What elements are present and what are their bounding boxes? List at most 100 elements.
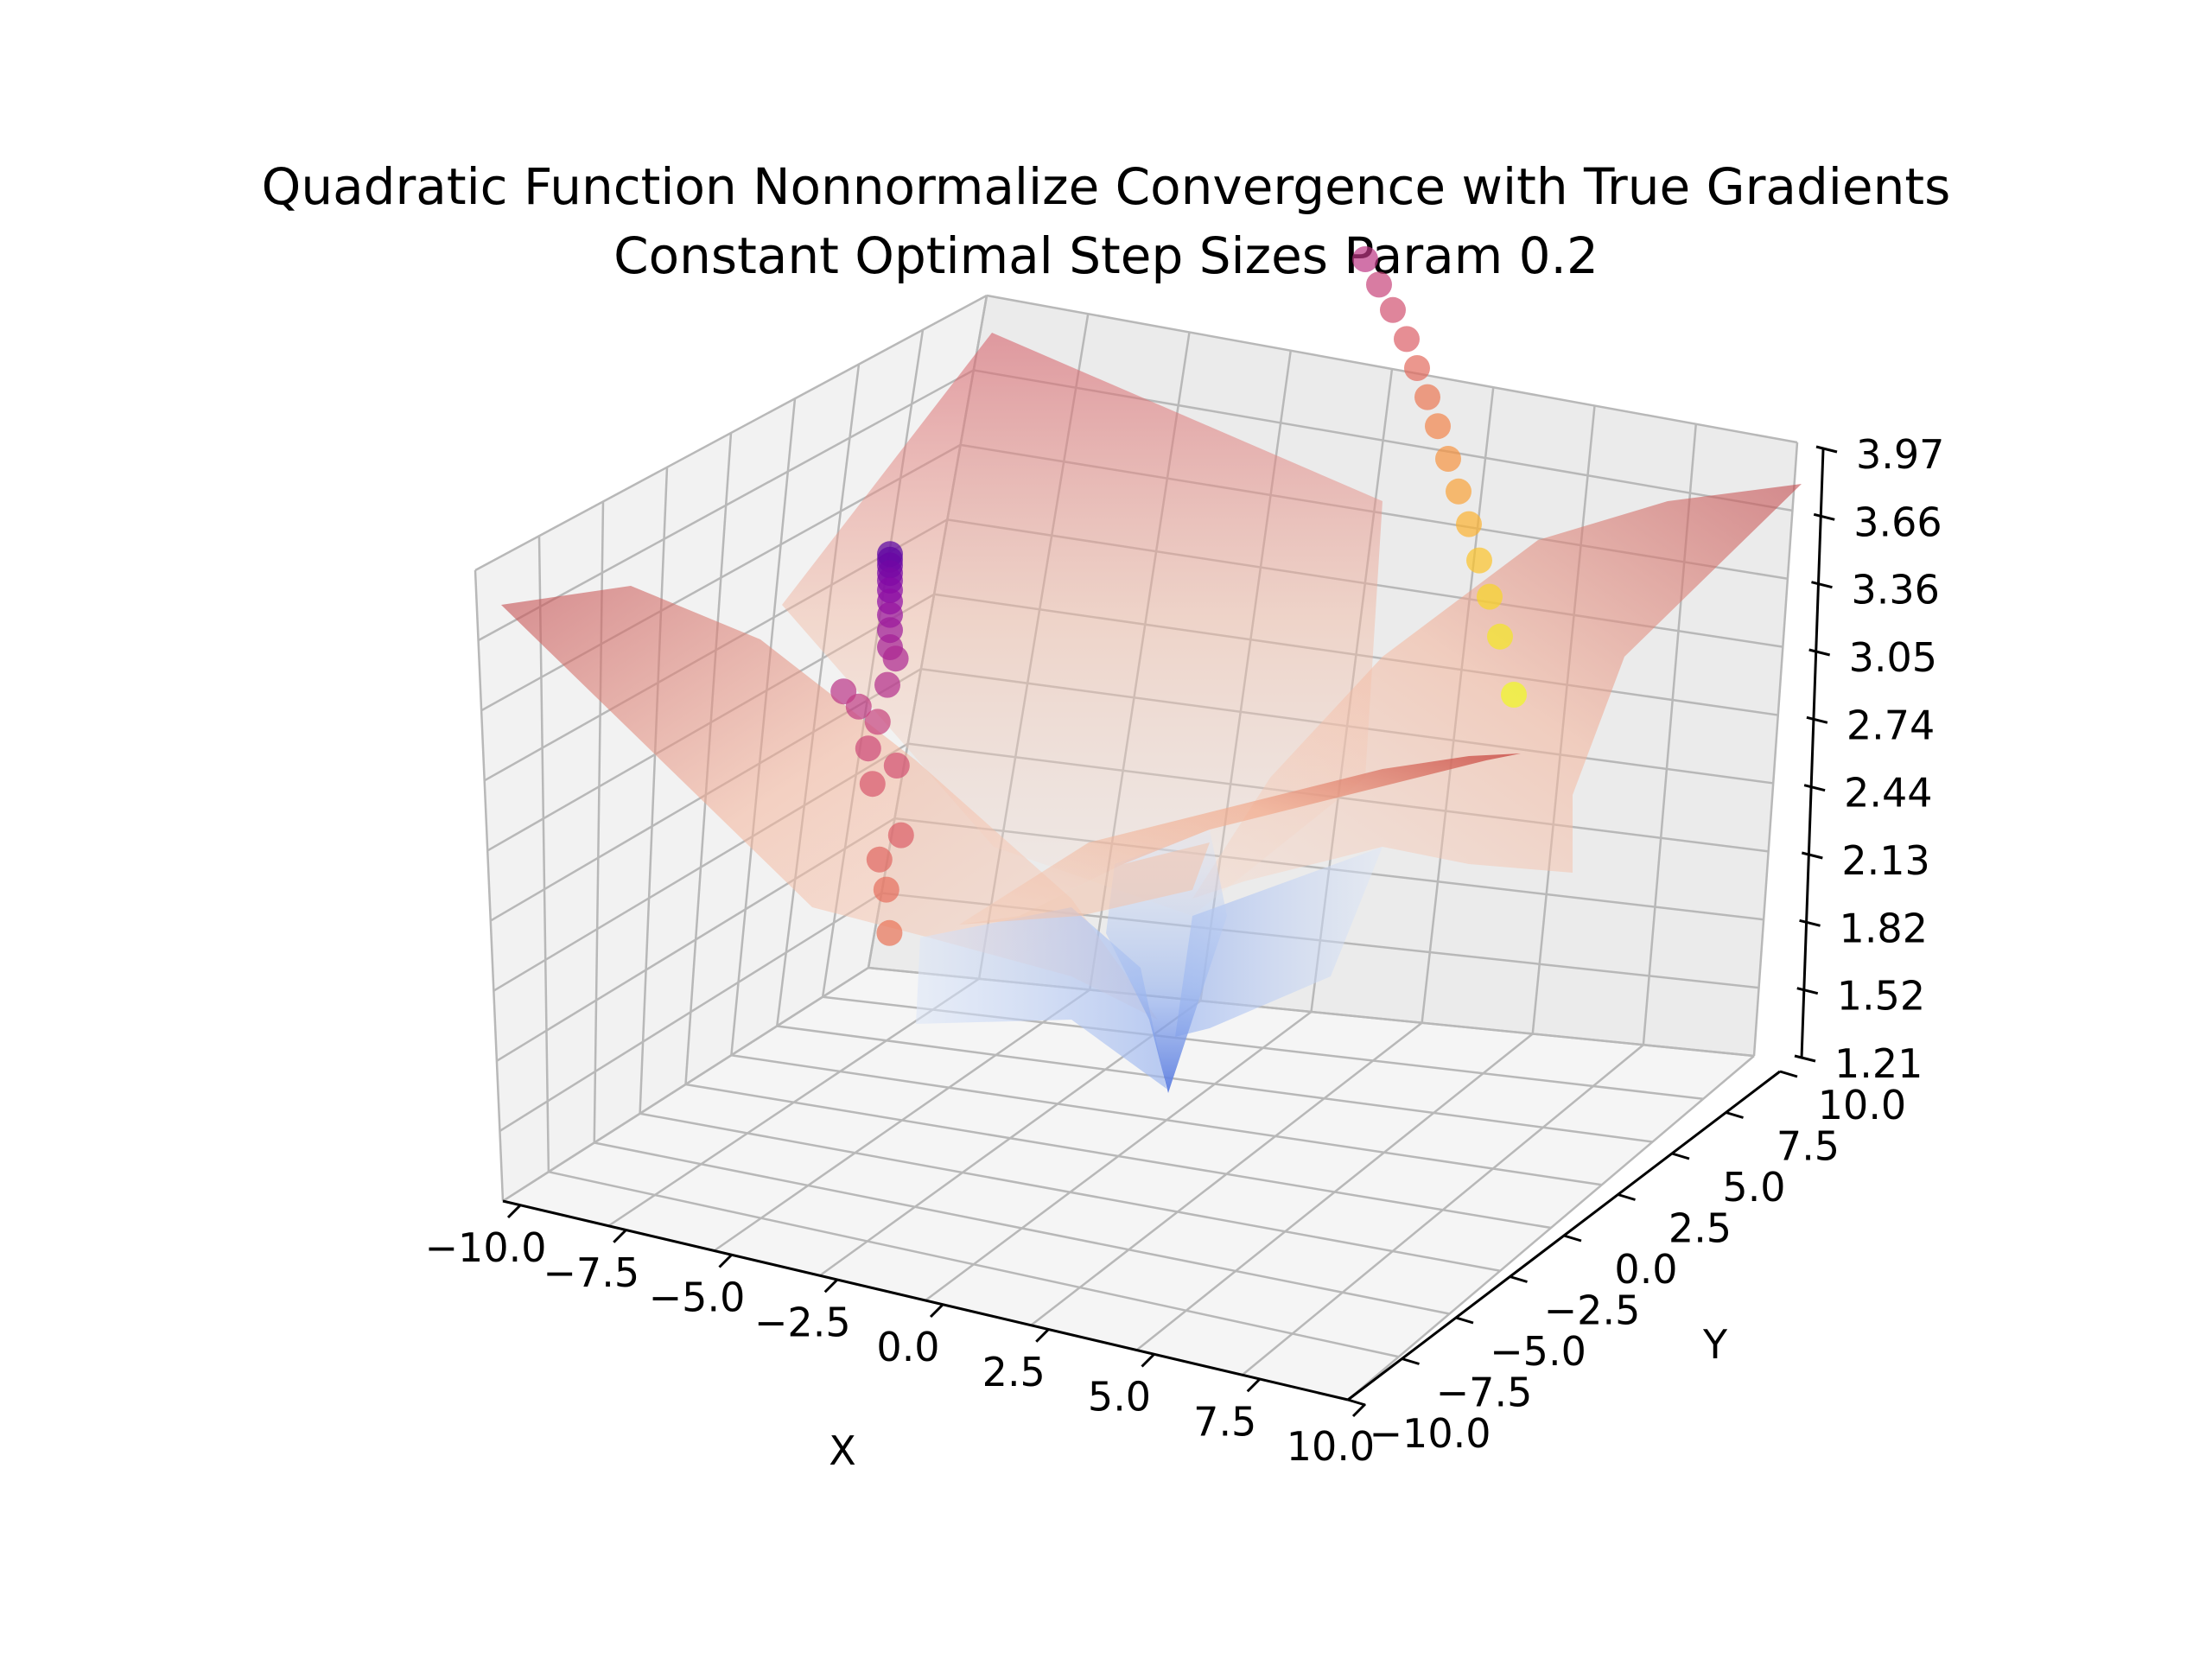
x-tick-label: 7.5 [1193, 1398, 1256, 1445]
trajectory-point [873, 876, 899, 903]
x-tick [1351, 1402, 1367, 1418]
trajectory-point [855, 735, 881, 762]
z-tick-label: 2.13 [1841, 837, 1929, 884]
trajectory-point [866, 846, 893, 873]
z-tick-label: 1.82 [1840, 905, 1928, 951]
chart-title-line-1: Quadratic Function Nonnormalize Converge… [262, 157, 1951, 216]
trajectory-point [1404, 355, 1430, 381]
x-axis-line [502, 1199, 1349, 1402]
y-tick [1402, 1357, 1420, 1365]
trajectory-point [1425, 413, 1451, 440]
trajectory-point [1487, 623, 1513, 650]
x-tick [613, 1229, 627, 1243]
left-pane-grid-line [474, 569, 505, 1202]
x-tick-label: −5.0 [649, 1274, 746, 1321]
surface-front-ridge-lower [959, 842, 1210, 925]
y-tick-label: 0.0 [1614, 1246, 1677, 1293]
y-tick [1726, 1111, 1744, 1119]
y-tick-label: −7.5 [1436, 1370, 1533, 1416]
z-tick [1806, 715, 1828, 724]
left-pane-z-grid-line [474, 294, 988, 572]
z-tick [1801, 851, 1823, 860]
trajectory-point [876, 919, 903, 946]
y-tick [1779, 1070, 1798, 1078]
trajectory-point [1466, 547, 1492, 574]
x-tick-label: 0.0 [876, 1324, 939, 1370]
y-tick-label: 5.0 [1722, 1164, 1785, 1211]
surface-back-wing [782, 333, 1382, 916]
z-tick-label: 2.74 [1847, 702, 1935, 748]
left-pane-z-grid-line [499, 892, 882, 1132]
floor-grid-line [685, 1083, 1552, 1230]
trajectory-point [1414, 384, 1440, 410]
trajectory-point [882, 645, 909, 672]
trajectory-points [830, 246, 1527, 946]
y-tick-label: 10.0 [1818, 1082, 1906, 1128]
y-tick-label: −10.0 [1370, 1410, 1491, 1457]
x-tick-label: 2.5 [982, 1349, 1046, 1395]
floor-grid-line [1347, 1055, 1755, 1401]
z-axis-line [1800, 448, 1825, 1059]
floor-grid-line [731, 1054, 1602, 1186]
back-pane-z-grid-line [986, 294, 1798, 444]
left-pane-z-grid-line [477, 369, 975, 642]
pane-floor [503, 968, 1754, 1400]
z-tick [1799, 918, 1821, 927]
trajectory-point [874, 671, 900, 698]
trajectory-point [1501, 682, 1527, 708]
surface-front-ridge [959, 753, 1521, 925]
x-tick [823, 1279, 838, 1294]
x-tick [1246, 1378, 1261, 1393]
trajectory-point [845, 693, 872, 720]
trajectory-point [1435, 446, 1461, 472]
z-tick-label: 3.66 [1853, 499, 1942, 545]
x-tick [506, 1204, 522, 1219]
z-tick-label: 1.21 [1834, 1040, 1923, 1087]
z-tick [1815, 445, 1838, 454]
x-tick-label: −10.0 [425, 1224, 547, 1271]
surface-plot [501, 333, 1802, 1093]
left-pane-grid-line [639, 467, 669, 1114]
trajectory-point [1446, 478, 1471, 505]
axis-ticks: −10.0−7.5−5.0−2.50.02.55.07.510.0−10.0−7… [425, 431, 1945, 1470]
trajectory-point [1366, 271, 1392, 298]
back-pane-grid-line [1752, 442, 1799, 1057]
z-tick-label: 3.97 [1856, 431, 1944, 478]
trajectory-point [1477, 583, 1503, 610]
x-tick [1141, 1353, 1155, 1368]
surface-blue-right [1175, 847, 1382, 1037]
floor-grid-line [1241, 1044, 1644, 1376]
trajectory-point [1352, 246, 1378, 272]
z-tick [1794, 1054, 1816, 1063]
y-tick [1510, 1275, 1528, 1283]
trajectory-point [1456, 511, 1482, 537]
floor-grid-line [777, 1025, 1653, 1143]
y-axis-label: Y [1702, 1321, 1728, 1368]
y-tick-label: 2.5 [1669, 1205, 1732, 1252]
y-tick-label: −2.5 [1544, 1287, 1641, 1334]
y-tick [1618, 1193, 1636, 1201]
x-tick-label: −7.5 [543, 1249, 639, 1296]
z-tick [1803, 784, 1826, 792]
trajectory-point [859, 771, 886, 798]
x-axis-label: X [829, 1427, 856, 1474]
z-tick-label: 3.05 [1849, 634, 1937, 681]
z-tick [1813, 512, 1835, 521]
z-tick-label: 3.36 [1851, 567, 1939, 613]
y-tick [1455, 1316, 1474, 1325]
chart-title-line-2: Constant Optimal Step Sizes Param 0.2 [613, 226, 1599, 285]
floor-grid-line [1030, 1021, 1423, 1326]
trajectory-point [883, 753, 910, 779]
y-tick [1563, 1234, 1582, 1243]
x-tick-label: 5.0 [1088, 1374, 1151, 1421]
y-tick-label: 7.5 [1777, 1123, 1840, 1170]
x-tick [929, 1303, 944, 1319]
surface-blue-left [916, 907, 1166, 1089]
left-pane-z-grid-line [502, 966, 869, 1203]
z-tick [1811, 581, 1833, 589]
z-tick [1808, 648, 1831, 657]
trajectory-point [864, 709, 891, 735]
y-tick [1347, 1398, 1366, 1407]
x-tick-label: −2.5 [754, 1299, 851, 1345]
